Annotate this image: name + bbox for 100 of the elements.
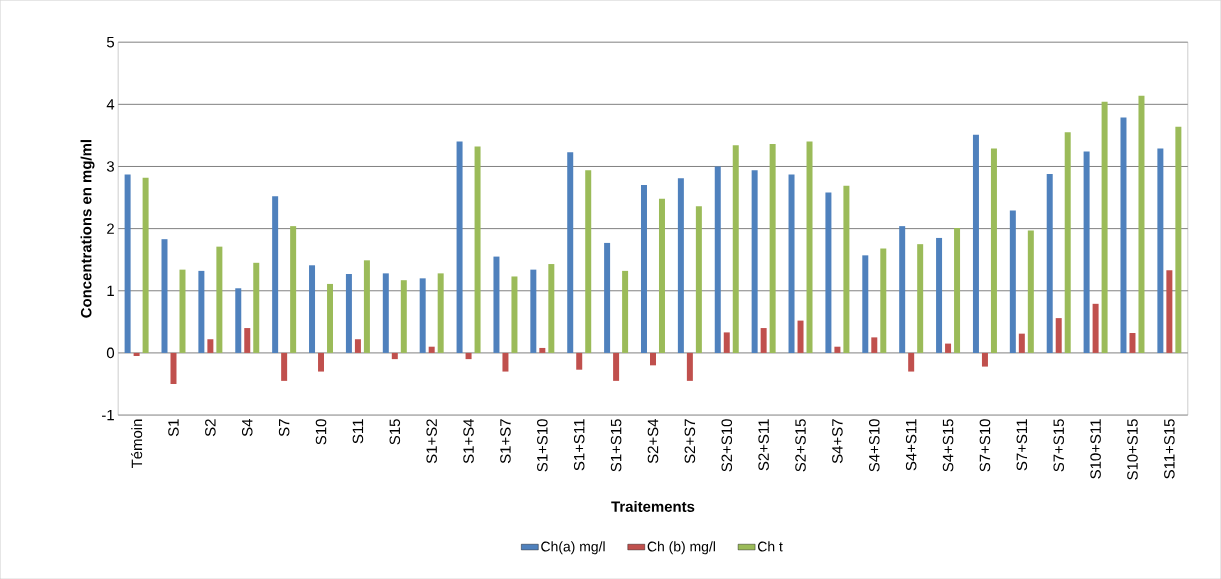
y-tick-label: 3 bbox=[106, 161, 114, 172]
x-tick-label: S7+S10 bbox=[979, 419, 991, 472]
x-tick-label: S7+S15 bbox=[1053, 419, 1064, 472]
bar bbox=[945, 343, 952, 353]
x-tick-label: S1+S4 bbox=[463, 418, 474, 464]
x-tick-label: S1+S15 bbox=[610, 419, 622, 472]
bar bbox=[124, 174, 131, 353]
bar bbox=[363, 260, 370, 353]
x-tick-label: S2+S15 bbox=[795, 419, 806, 472]
x-tick-label: S7+S11 bbox=[1016, 419, 1028, 471]
bar bbox=[908, 352, 915, 372]
bar bbox=[640, 185, 647, 353]
bar bbox=[917, 244, 924, 353]
bar bbox=[235, 288, 242, 353]
bar bbox=[244, 327, 251, 353]
bar bbox=[1175, 126, 1182, 353]
bar bbox=[936, 237, 943, 353]
bar bbox=[161, 239, 168, 353]
x-tick-label: S2+S11 bbox=[758, 419, 769, 471]
x-tick-label: S1+S11 bbox=[573, 419, 585, 471]
y-tick-label: 1 bbox=[107, 285, 114, 296]
bar bbox=[585, 170, 592, 353]
bar bbox=[465, 352, 472, 360]
bar bbox=[834, 346, 841, 353]
bar bbox=[493, 256, 500, 353]
y-tick-label: 4 bbox=[106, 99, 115, 110]
bar bbox=[502, 352, 509, 372]
bar bbox=[391, 352, 398, 360]
bar bbox=[382, 273, 389, 353]
bar bbox=[474, 146, 481, 353]
bar bbox=[1092, 303, 1099, 353]
bar bbox=[318, 352, 325, 372]
bar bbox=[797, 320, 804, 353]
bar bbox=[133, 352, 140, 356]
bar bbox=[1018, 333, 1025, 353]
bar bbox=[981, 352, 988, 367]
x-tick-label: S10+S15 bbox=[1127, 419, 1138, 480]
bar bbox=[677, 178, 684, 353]
x-tick-label: S2+S10 bbox=[721, 419, 733, 472]
bar bbox=[309, 265, 316, 353]
bar bbox=[723, 332, 730, 353]
bar bbox=[428, 346, 435, 353]
bar bbox=[806, 141, 813, 353]
x-tick-label: S1+S2 bbox=[426, 419, 437, 464]
legend-label: Ch(a) mg/l bbox=[541, 541, 605, 555]
bar bbox=[1083, 151, 1090, 353]
x-tick-label: S2 bbox=[205, 419, 216, 437]
legend-label: Ch (b) mg/l bbox=[647, 541, 715, 555]
bar bbox=[354, 339, 361, 353]
bar bbox=[1138, 95, 1145, 353]
x-tick-label: S4 bbox=[241, 418, 253, 437]
bar bbox=[142, 177, 149, 353]
bar bbox=[714, 166, 721, 353]
bar bbox=[604, 242, 611, 353]
x-tick-label: S1+S7 bbox=[500, 419, 511, 464]
bar bbox=[207, 339, 214, 353]
bar bbox=[1027, 230, 1034, 353]
bar bbox=[576, 352, 583, 370]
bar bbox=[760, 327, 767, 353]
bar bbox=[1129, 332, 1136, 353]
x-tick-label: S11 bbox=[352, 419, 364, 444]
y-tick-label: 0 bbox=[106, 347, 115, 359]
bar bbox=[954, 227, 961, 353]
bar bbox=[871, 337, 878, 353]
bar bbox=[769, 144, 776, 353]
bar bbox=[899, 226, 906, 353]
bar bbox=[843, 185, 850, 353]
legend-label: Ch t bbox=[758, 541, 783, 552]
bar bbox=[198, 270, 205, 353]
bar bbox=[1009, 210, 1016, 353]
bar bbox=[658, 198, 665, 353]
bar bbox=[400, 280, 407, 353]
bar bbox=[179, 269, 186, 353]
bar bbox=[456, 141, 463, 353]
x-tick-label: S1+S10 bbox=[537, 419, 548, 472]
x-tick-label: S11+S15 bbox=[1164, 419, 1175, 479]
bar bbox=[613, 352, 620, 381]
x-axis-title: Traitements bbox=[611, 500, 695, 512]
x-tick-label: S10+S11 bbox=[1090, 419, 1101, 479]
bar bbox=[272, 196, 279, 353]
bar bbox=[862, 255, 869, 353]
bar bbox=[170, 352, 177, 384]
bar bbox=[1055, 318, 1062, 353]
x-tick-label: S4+S7 bbox=[832, 419, 843, 464]
bar bbox=[880, 248, 887, 353]
bar bbox=[1101, 101, 1108, 353]
bar bbox=[1046, 173, 1053, 353]
bar bbox=[567, 152, 574, 353]
bar bbox=[539, 347, 546, 353]
x-tick-label: S2+S7 bbox=[684, 419, 696, 464]
x-tick-label: S2+S4 bbox=[647, 418, 659, 464]
bar bbox=[437, 273, 444, 353]
bar bbox=[622, 270, 629, 353]
bar bbox=[788, 174, 795, 353]
bar bbox=[695, 206, 702, 353]
bar bbox=[1120, 117, 1127, 353]
bar bbox=[990, 148, 997, 353]
bar bbox=[216, 246, 223, 353]
x-tick-label: S10 bbox=[315, 419, 327, 445]
bar bbox=[419, 278, 426, 353]
